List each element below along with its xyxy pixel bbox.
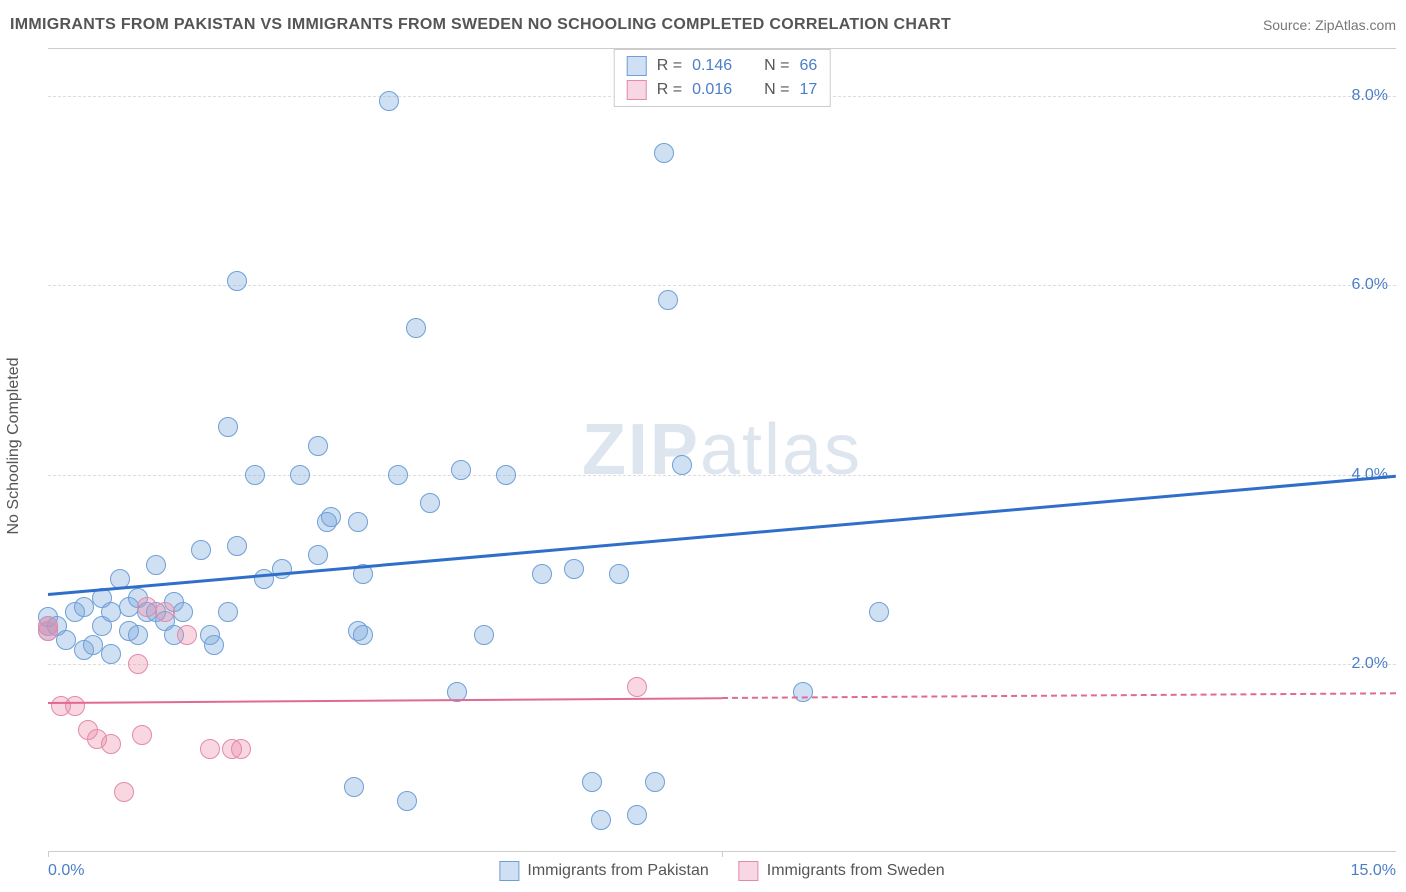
watermark: ZIPatlas	[582, 409, 862, 491]
data-point	[101, 602, 121, 622]
r-value: 0.016	[692, 78, 732, 102]
data-point	[101, 644, 121, 664]
data-point	[496, 465, 516, 485]
x-axis-bar: 0.0% Immigrants from PakistanImmigrants …	[48, 856, 1396, 886]
data-point	[308, 436, 328, 456]
stats-legend: R = 0.146 N = 66 R = 0.016 N = 17	[614, 49, 831, 107]
r-label: R =	[657, 78, 682, 102]
y-tick-label: 6.0%	[1352, 276, 1388, 294]
data-point	[627, 805, 647, 825]
source-label: Source: ZipAtlas.com	[1263, 17, 1396, 33]
data-point	[609, 564, 629, 584]
n-value: 66	[799, 54, 817, 78]
data-point	[128, 654, 148, 674]
x-min-label: 0.0%	[48, 862, 84, 880]
legend-swatch	[627, 56, 647, 76]
legend-item: Immigrants from Pakistan	[499, 861, 708, 881]
x-max-label: 15.0%	[1351, 862, 1396, 880]
data-point	[654, 143, 674, 163]
data-point	[132, 725, 152, 745]
data-point	[397, 791, 417, 811]
y-axis-label: No Schooling Completed	[5, 358, 23, 535]
data-point	[204, 635, 224, 655]
data-point	[379, 91, 399, 111]
data-point	[173, 602, 193, 622]
grid-line	[48, 285, 1396, 286]
stats-legend-row: R = 0.016 N = 17	[627, 78, 818, 102]
y-tick-label: 8.0%	[1352, 87, 1388, 105]
trend-line	[48, 697, 722, 704]
data-point	[38, 616, 58, 636]
data-point	[290, 465, 310, 485]
legend-label: Immigrants from Sweden	[767, 862, 945, 880]
data-point	[177, 625, 197, 645]
data-point	[155, 602, 175, 622]
data-point	[146, 555, 166, 575]
data-point	[658, 290, 678, 310]
data-point	[74, 597, 94, 617]
data-point	[231, 739, 251, 759]
legend-swatch	[499, 861, 519, 881]
data-point	[56, 630, 76, 650]
data-point	[218, 417, 238, 437]
grid-line	[48, 664, 1396, 665]
data-point	[65, 696, 85, 716]
data-point	[200, 739, 220, 759]
data-point	[591, 810, 611, 830]
data-point	[227, 536, 247, 556]
plot-area: ZIPatlas 2.0%4.0%6.0%8.0%	[48, 49, 1396, 851]
data-point	[321, 507, 341, 527]
data-point	[308, 545, 328, 565]
data-point	[451, 460, 471, 480]
data-point	[245, 465, 265, 485]
data-point	[627, 677, 647, 697]
legend-swatch	[627, 80, 647, 100]
data-point	[254, 569, 274, 589]
data-point	[344, 777, 364, 797]
data-point	[406, 318, 426, 338]
n-label: N =	[764, 78, 789, 102]
data-point	[645, 772, 665, 792]
trend-line	[722, 692, 1396, 699]
series-legend: Immigrants from Pakistan Immigrants from …	[499, 861, 944, 881]
data-point	[564, 559, 584, 579]
r-value: 0.146	[692, 54, 732, 78]
data-point	[218, 602, 238, 622]
data-point	[101, 734, 121, 754]
r-label: R =	[657, 54, 682, 78]
y-tick-label: 2.0%	[1352, 655, 1388, 673]
data-point	[582, 772, 602, 792]
data-point	[227, 271, 247, 291]
legend-label: Immigrants from Pakistan	[527, 862, 708, 880]
data-point	[137, 597, 157, 617]
watermark-light: atlas	[700, 410, 862, 490]
data-point	[474, 625, 494, 645]
data-point	[191, 540, 211, 560]
data-point	[672, 455, 692, 475]
data-point	[272, 559, 292, 579]
data-point	[793, 682, 813, 702]
data-point	[348, 512, 368, 532]
stats-legend-row: R = 0.146 N = 66	[627, 54, 818, 78]
legend-item: Immigrants from Sweden	[739, 861, 945, 881]
chart-area: ZIPatlas 2.0%4.0%6.0%8.0% R =0.146N =66R…	[48, 48, 1396, 852]
data-point	[869, 602, 889, 622]
legend-swatch	[739, 861, 759, 881]
data-point	[420, 493, 440, 513]
data-point	[353, 625, 373, 645]
watermark-bold: ZIP	[582, 410, 700, 490]
n-label: N =	[764, 54, 789, 78]
data-point	[532, 564, 552, 584]
data-point	[128, 625, 148, 645]
data-point	[114, 782, 134, 802]
trend-line	[48, 475, 1396, 596]
n-value: 17	[799, 78, 817, 102]
data-point	[388, 465, 408, 485]
chart-title: IMMIGRANTS FROM PAKISTAN VS IMMIGRANTS F…	[10, 16, 951, 34]
data-point	[83, 635, 103, 655]
